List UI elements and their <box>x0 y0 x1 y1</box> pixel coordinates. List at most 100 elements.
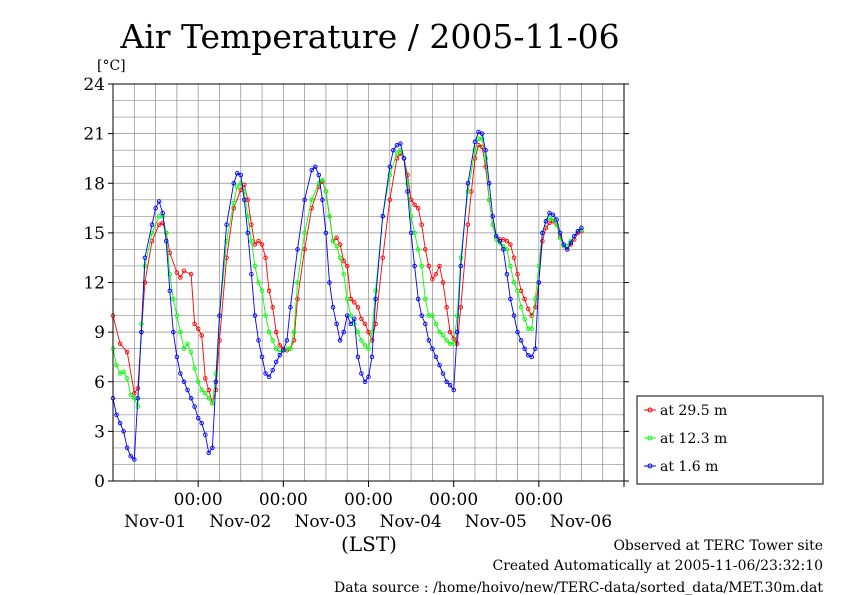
x-tick-time-label: 00:00 <box>174 490 223 510</box>
data-point <box>337 242 343 247</box>
y-tick-label: 9 <box>94 323 105 343</box>
data-point <box>153 205 158 211</box>
data-point <box>525 353 531 358</box>
data-point <box>405 181 410 186</box>
data-point <box>128 392 133 398</box>
data-point <box>515 329 520 335</box>
data-point <box>497 238 503 244</box>
y-tick-label: 0 <box>94 472 105 492</box>
legend: at 29.5 m at 12.3 m at 1.6 m <box>636 395 824 485</box>
data-point <box>575 228 581 234</box>
data-point <box>124 376 130 381</box>
data-point <box>433 271 439 277</box>
data-point <box>238 181 244 186</box>
data-point <box>117 341 123 346</box>
data-point <box>451 387 456 393</box>
data-point <box>352 316 357 322</box>
data-point <box>415 247 421 252</box>
data-point <box>465 222 471 227</box>
data-point <box>387 197 393 203</box>
data-point <box>217 313 222 318</box>
data-point <box>199 333 204 338</box>
data-point <box>249 238 254 244</box>
data-point <box>171 296 176 302</box>
data-point <box>142 255 148 260</box>
data-point <box>334 321 339 327</box>
data-point <box>447 329 453 335</box>
data-point <box>511 313 517 318</box>
data-point <box>550 212 556 217</box>
data-point <box>192 321 197 327</box>
data-point <box>295 296 300 302</box>
x-tick-date-label: Nov-04 <box>380 512 442 532</box>
legend-label: at 29.5 m <box>660 403 727 419</box>
data-point <box>359 371 364 376</box>
data-point <box>313 164 318 169</box>
data-point <box>334 243 339 249</box>
data-point <box>352 300 357 305</box>
data-point <box>373 296 378 302</box>
data-point <box>362 379 368 385</box>
data-point <box>330 305 336 310</box>
data-point <box>564 247 570 252</box>
data-point <box>437 362 442 368</box>
data-point <box>327 214 332 219</box>
data-point <box>330 238 336 244</box>
data-point <box>156 222 162 227</box>
data-point <box>394 151 400 156</box>
data-point <box>572 233 577 239</box>
data-point <box>355 305 361 310</box>
data-point <box>231 181 236 186</box>
data-point <box>444 379 449 385</box>
data-point <box>536 263 542 269</box>
series-line <box>112 131 582 461</box>
data-point <box>536 280 542 285</box>
data-point <box>256 280 261 285</box>
data-point <box>266 374 272 380</box>
data-point <box>224 222 229 227</box>
data-point <box>295 247 300 252</box>
data-point <box>444 338 449 343</box>
data-point <box>458 263 464 269</box>
data-point <box>458 255 464 260</box>
data-point <box>263 371 268 376</box>
data-point <box>135 396 141 401</box>
data-point <box>316 181 322 186</box>
data-point <box>224 238 229 244</box>
data-point <box>167 288 173 294</box>
y-tick-label: 12 <box>83 274 105 294</box>
data-point <box>522 316 527 322</box>
series-layer <box>110 129 584 462</box>
legend-item: at 1.6 m <box>644 459 718 475</box>
data-point <box>288 346 293 351</box>
data-point <box>437 263 442 269</box>
data-point <box>504 238 510 244</box>
data-point <box>529 326 534 332</box>
legend-swatch-marker <box>647 407 653 413</box>
data-point <box>210 445 215 451</box>
data-point <box>483 156 488 161</box>
data-point <box>167 271 173 277</box>
data-point <box>181 379 187 385</box>
data-point <box>408 230 414 236</box>
data-point <box>203 376 208 381</box>
x-tick-time-label: 00:00 <box>514 490 563 510</box>
data-point <box>557 230 563 236</box>
x-tick-date-label: Nov-05 <box>465 512 527 532</box>
data-point <box>373 288 378 294</box>
legend-label: at 1.6 m <box>660 459 718 475</box>
data-point <box>547 210 552 216</box>
data-point <box>238 172 244 178</box>
data-point <box>369 354 375 360</box>
data-point <box>273 346 279 351</box>
data-point <box>114 412 119 418</box>
data-point <box>259 242 265 247</box>
data-point <box>231 205 236 211</box>
data-point <box>525 306 531 312</box>
legend-swatch-marker <box>647 435 653 441</box>
data-point <box>348 321 354 327</box>
data-point <box>263 255 268 260</box>
x-tick-date-label: Nov-02 <box>209 512 271 532</box>
data-point <box>174 270 180 275</box>
data-point <box>132 391 137 396</box>
